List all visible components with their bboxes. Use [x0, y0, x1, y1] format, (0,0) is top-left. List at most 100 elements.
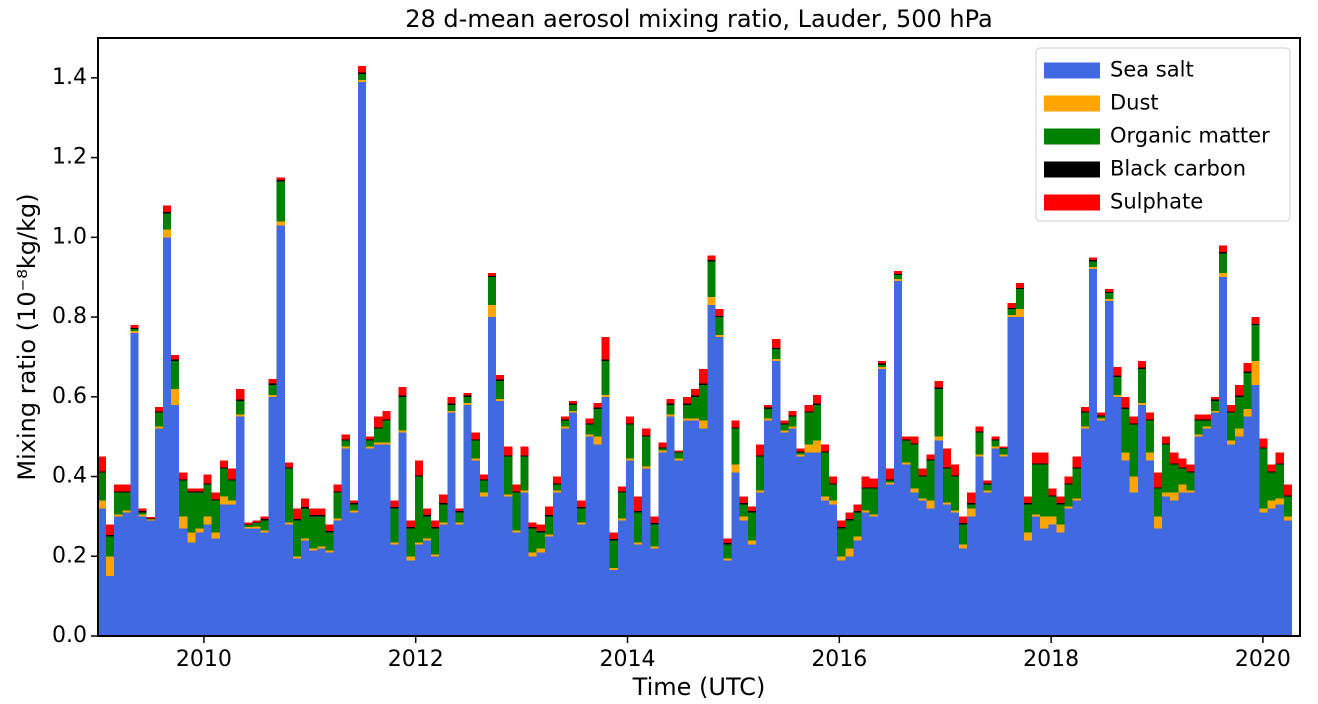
bar-segment [471, 458, 480, 461]
bar-segment [276, 221, 285, 226]
bar-segment [390, 542, 399, 545]
bar-segment [601, 360, 610, 395]
bar-segment [520, 455, 529, 457]
bar-segment [626, 423, 635, 425]
bar-segment [284, 524, 293, 636]
bar-segment [577, 507, 586, 509]
bar-segment [333, 491, 342, 493]
bar-segment [690, 396, 700, 419]
bar-segment [552, 492, 562, 636]
bar-segment [552, 490, 562, 493]
bar-segment [739, 516, 748, 521]
bar-segment [812, 394, 821, 404]
bar-segment [715, 315, 724, 318]
bar-segment [1162, 496, 1171, 636]
bar-segment [1194, 420, 1203, 435]
bar-segment [487, 276, 496, 278]
bar-segment [268, 396, 277, 636]
bar-segment [390, 544, 399, 636]
bar-segment [585, 423, 594, 425]
bar-segment [780, 424, 789, 431]
bar-segment [747, 506, 756, 512]
bar-segment [179, 516, 188, 529]
bar-segment [650, 516, 659, 524]
bar-segment [894, 275, 903, 280]
bar-segment [885, 468, 895, 480]
bar-segment [1162, 443, 1171, 445]
bar-segment [447, 404, 456, 411]
bar-segment [163, 213, 172, 230]
bar-segment [382, 420, 391, 443]
bar-segment [1024, 503, 1033, 505]
bar-segment [918, 498, 927, 501]
bar-segment [1121, 407, 1130, 409]
bar-segment [829, 484, 838, 501]
bar-segment [455, 508, 464, 512]
bar-segment [1080, 406, 1089, 412]
bar-segment [520, 446, 529, 456]
bar-segment [1235, 436, 1244, 636]
bar-segment [317, 546, 326, 549]
bar-segment [975, 426, 984, 432]
y-tick-label: 0.6 [52, 384, 87, 409]
bar-segment [211, 500, 220, 533]
bar-segment [211, 532, 220, 539]
bar-segment [171, 359, 180, 361]
bar-segment [1227, 412, 1236, 441]
bar-segment [593, 436, 602, 445]
bar-segment [1153, 472, 1163, 488]
bar-segment [585, 434, 594, 437]
bar-segment [820, 451, 830, 453]
bar-segment [414, 542, 423, 545]
bar-segment [820, 444, 830, 452]
bar-segment [1048, 495, 1057, 497]
bar-segment [650, 546, 659, 549]
bar-segment [98, 471, 107, 473]
bar-segment [203, 484, 212, 517]
bar-segment [122, 492, 131, 511]
bar-segment [544, 516, 553, 535]
bar-segment [1129, 476, 1138, 493]
bar-segment [1243, 416, 1252, 636]
bar-segment [1153, 528, 1163, 636]
bar-segment [967, 504, 976, 509]
bar-segment [658, 450, 667, 453]
bar-segment [666, 414, 675, 417]
bar-segment [731, 428, 740, 465]
bar-segment [764, 420, 773, 636]
bar-segment [317, 548, 326, 636]
bar-segment [1227, 411, 1236, 413]
bar-segment [585, 418, 594, 424]
bar-segment [260, 516, 269, 520]
bar-segment [1243, 408, 1252, 417]
bar-segment [260, 530, 269, 533]
bar-segment [292, 520, 302, 557]
bar-segment [780, 432, 789, 636]
bar-segment [942, 502, 951, 505]
bar-segment [1283, 484, 1293, 496]
bar-segment [390, 507, 399, 509]
bar-segment [341, 448, 350, 636]
bar-segment [528, 528, 537, 553]
bar-segment [227, 468, 237, 480]
bar-segment [796, 452, 805, 455]
bar-segment [1178, 492, 1187, 636]
bar-segment [463, 395, 472, 397]
bar-segment [561, 419, 570, 421]
bar-segment [1227, 404, 1236, 412]
bar-segment [447, 410, 456, 413]
bar-segment [804, 412, 813, 445]
bar-segment [1259, 438, 1268, 448]
bar-segment [1113, 375, 1122, 377]
bar-segment [98, 508, 107, 636]
bar-segment [268, 394, 277, 397]
bar-segment [284, 468, 293, 523]
bar-segment [1129, 424, 1138, 477]
bar-segment [1105, 291, 1114, 294]
bar-segment [268, 384, 277, 395]
bar-segment [626, 458, 635, 461]
bar-segment [796, 451, 805, 453]
bar-segment [179, 479, 188, 481]
bar-segment [455, 522, 464, 525]
bar-segment [666, 416, 675, 636]
